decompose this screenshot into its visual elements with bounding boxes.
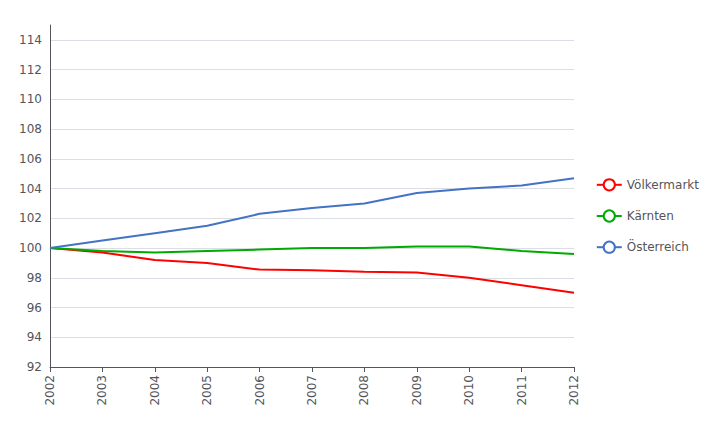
svg-text:2004: 2004 bbox=[148, 375, 162, 406]
svg-text:2010: 2010 bbox=[462, 375, 476, 406]
svg-text:106: 106 bbox=[19, 152, 42, 166]
svg-text:102: 102 bbox=[19, 211, 42, 225]
svg-text:92: 92 bbox=[27, 360, 42, 374]
svg-text:2011: 2011 bbox=[515, 375, 529, 406]
svg-text:2003: 2003 bbox=[95, 375, 109, 406]
svg-text:Kärnten: Kärnten bbox=[627, 209, 674, 223]
svg-text:Völkermarkt: Völkermarkt bbox=[627, 178, 700, 192]
svg-text:104: 104 bbox=[19, 182, 42, 196]
svg-text:2005: 2005 bbox=[200, 375, 214, 406]
svg-text:100: 100 bbox=[19, 241, 42, 255]
svg-text:114: 114 bbox=[19, 33, 42, 47]
svg-text:94: 94 bbox=[27, 330, 42, 344]
svg-text:Österreich: Österreich bbox=[627, 238, 689, 254]
svg-text:2012: 2012 bbox=[567, 375, 581, 406]
svg-text:98: 98 bbox=[27, 271, 42, 285]
svg-text:2007: 2007 bbox=[305, 375, 319, 406]
svg-text:112: 112 bbox=[19, 63, 42, 77]
svg-text:2006: 2006 bbox=[253, 375, 267, 406]
svg-text:108: 108 bbox=[19, 122, 42, 136]
svg-text:96: 96 bbox=[27, 301, 42, 315]
svg-text:2009: 2009 bbox=[410, 375, 424, 406]
svg-text:2002: 2002 bbox=[43, 375, 57, 406]
svg-text:110: 110 bbox=[19, 92, 42, 106]
svg-text:2008: 2008 bbox=[357, 375, 371, 406]
